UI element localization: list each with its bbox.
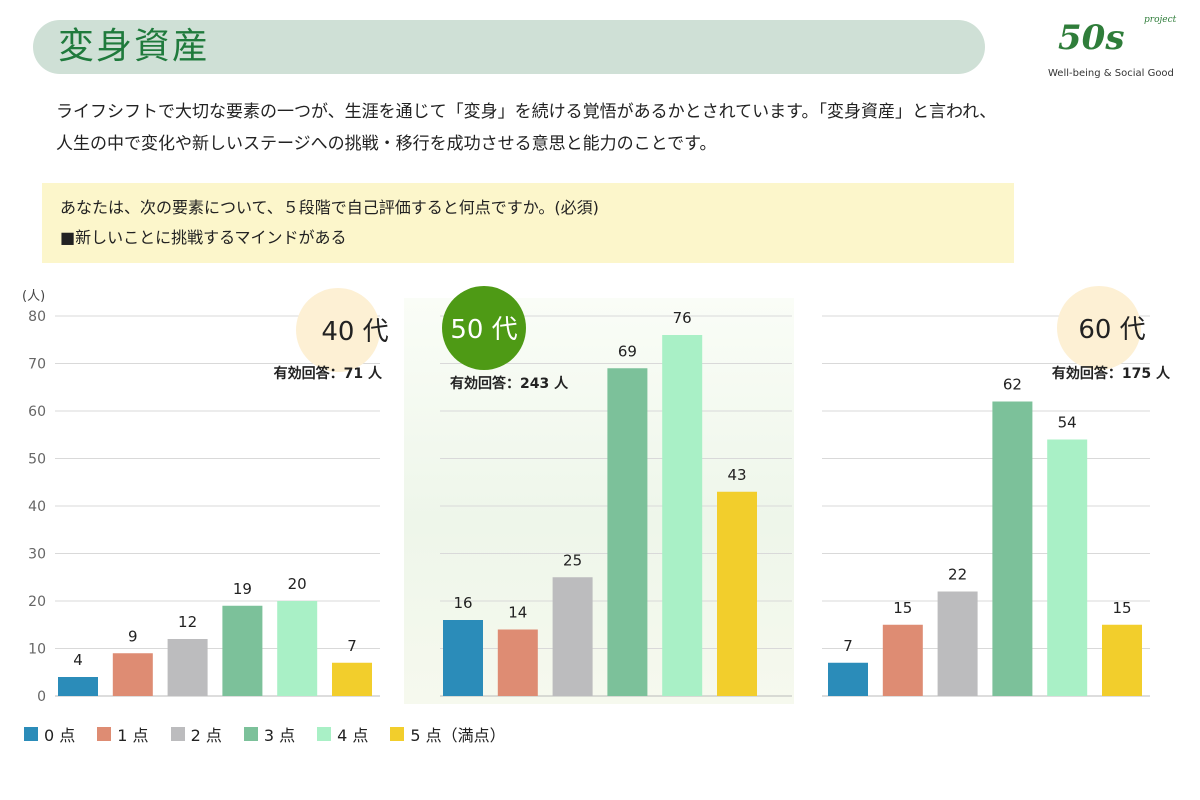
bar-value-label: 76 xyxy=(673,309,692,327)
legend-item: 5 点（満点） xyxy=(390,722,506,746)
bar-value-label: 15 xyxy=(1112,599,1131,617)
chart-legend: 0 点 1 点 2 点 3 点 4 点 5 点（満点） xyxy=(24,722,506,746)
legend-label: 4 点 xyxy=(337,726,369,745)
legend-swatch xyxy=(243,727,258,741)
intro-text: ライフシフトで大切な要素の一つが、生涯を通じて「変身」を続ける覚悟があるかとされ… xyxy=(56,96,1156,160)
legend-label: 3 点 xyxy=(263,726,296,745)
legend-swatch xyxy=(170,727,185,741)
bar-2-pt xyxy=(552,577,593,696)
y-tick-label: 0 xyxy=(37,689,46,705)
legend-item: 3 点 xyxy=(243,722,296,746)
y-tick-label: 40 xyxy=(28,499,46,515)
legend-item: 2 点 xyxy=(170,722,222,746)
question-line-1: あなたは、次の要素について、５段階で自己評価すると何点ですか。(必須) xyxy=(60,198,599,217)
bar-1-pt xyxy=(882,624,923,696)
bar-value-label: 4 xyxy=(73,651,83,669)
respondent-count: 有効回答：71 人 xyxy=(274,365,383,382)
y-tick-label: 20 xyxy=(28,594,46,610)
bar-3-pt xyxy=(607,368,648,696)
intro-line-2: 人生の中で変化や新しいステージへの挑戦・移行を成功させる意思と能力のことです。 xyxy=(56,134,717,154)
question-box: あなたは、次の要素について、５段階で自己評価すると何点ですか。(必須) ■新しい… xyxy=(42,183,1014,263)
bar-value-label: 7 xyxy=(347,637,357,655)
bar-0-pt xyxy=(58,677,98,696)
intro-line-1: ライフシフトで大切な要素の一つが、生涯を通じて「変身」を続ける覚悟があるかとされ… xyxy=(56,102,997,122)
bar-value-label: 16 xyxy=(453,594,472,612)
legend-label: 1 点 xyxy=(117,726,149,745)
bar-value-label: 43 xyxy=(727,466,746,484)
bar-value-label: 14 xyxy=(508,604,527,622)
bar-2-pt xyxy=(167,639,208,696)
title-bar xyxy=(33,20,985,74)
legend-item: 4 点 xyxy=(317,722,368,746)
brand-logo: project 50s Well-being & Social Good xyxy=(1040,12,1190,82)
bar-5-pt xyxy=(1102,624,1142,696)
y-axis-unit-label: (人) xyxy=(22,289,45,304)
bar-value-label: 54 xyxy=(1058,414,1077,432)
y-tick-label: 50 xyxy=(28,452,46,468)
bar-0-pt xyxy=(443,620,483,696)
bar-4-pt xyxy=(1047,439,1088,696)
bar-value-label: 62 xyxy=(1003,376,1022,394)
page-title: 変身資産 xyxy=(58,26,211,67)
panel-badge xyxy=(296,288,380,372)
bar-2-pt xyxy=(937,591,978,696)
bar-0-pt xyxy=(828,662,868,696)
legend-swatch xyxy=(390,727,405,741)
bar-3-pt xyxy=(992,401,1033,696)
logo-tagline: Well-being & Social Good xyxy=(1048,68,1174,79)
y-tick-label: 60 xyxy=(28,404,46,420)
bar-5-pt xyxy=(717,491,757,696)
y-tick-label: 80 xyxy=(28,309,46,325)
legend-swatch xyxy=(97,727,112,741)
y-tick-label: 30 xyxy=(28,547,46,563)
legend-label: 2 点 xyxy=(190,726,222,745)
legend-label: 0 点 xyxy=(44,726,76,745)
legend-swatch xyxy=(24,727,38,741)
respondent-count: 有効回答：175 人 xyxy=(1052,365,1171,382)
bar-4-pt xyxy=(662,335,703,696)
logo-main-text: 50s xyxy=(1058,18,1125,58)
legend-swatch xyxy=(317,727,332,741)
legend-item: 0 点 xyxy=(24,722,75,746)
bar-4-pt xyxy=(277,601,318,696)
bar-value-label: 19 xyxy=(233,580,252,598)
bar-value-label: 12 xyxy=(178,613,197,631)
y-tick-label: 10 xyxy=(28,642,46,658)
panel-badge xyxy=(1057,286,1141,370)
bar-value-label: 22 xyxy=(948,566,967,584)
bar-value-label: 25 xyxy=(563,551,582,569)
bar-value-label: 15 xyxy=(893,599,912,617)
bar-5-pt xyxy=(332,662,372,696)
panel-badge-label: 50 代 xyxy=(450,315,517,345)
logo-project-text: project xyxy=(1144,15,1177,25)
bar-3-pt xyxy=(222,605,263,696)
panel-badge-label: 60 代 xyxy=(1078,315,1145,345)
legend-label: 5 点（満点） xyxy=(410,726,506,745)
bar-value-label: 9 xyxy=(128,627,138,645)
bar-1-pt xyxy=(112,653,153,696)
respondent-count: 有効回答：243 人 xyxy=(450,375,569,392)
legend-item: 1 点 xyxy=(97,722,149,746)
bar-value-label: 69 xyxy=(618,342,637,360)
bar-1-pt xyxy=(497,629,538,696)
bar-value-label: 7 xyxy=(843,637,853,655)
panel-badge xyxy=(442,286,526,370)
question-line-2: ■新しいことに挑戦するマインドがある xyxy=(60,228,347,247)
bar-value-label: 20 xyxy=(288,575,307,593)
panel-badge-label: 40 代 xyxy=(321,317,388,347)
y-tick-label: 70 xyxy=(28,357,46,373)
